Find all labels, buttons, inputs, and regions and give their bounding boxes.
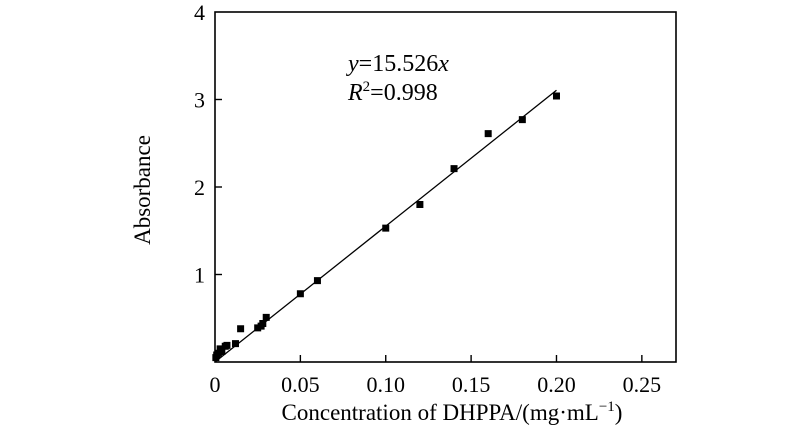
data-point xyxy=(223,341,231,349)
x-tick-label: 0.10 xyxy=(366,372,405,397)
data-point xyxy=(262,313,270,321)
y-tick-labels: 1 2 3 4 xyxy=(194,0,205,288)
x-tick-label: 0.05 xyxy=(281,372,320,397)
y-tick-label: 3 xyxy=(194,88,205,113)
axis-ticks xyxy=(215,98,643,362)
data-point xyxy=(231,340,239,348)
x-tick-label: 0 xyxy=(210,372,221,397)
x-tick-labels: 0 0.05 0.10 0.15 0.20 0.25 xyxy=(210,372,662,397)
y-axis-title: Absorbance xyxy=(130,135,155,245)
y-tick-label: 2 xyxy=(194,175,205,200)
data-point xyxy=(416,201,424,208)
r-squared-annotation: R2=0.998 xyxy=(347,79,438,106)
x-tick-label: 0.20 xyxy=(537,372,576,397)
y-tick-label: 4 xyxy=(194,0,205,25)
data-point xyxy=(237,325,245,333)
data-point xyxy=(259,320,267,327)
data-point xyxy=(450,165,458,173)
plot-frame xyxy=(214,11,677,363)
regression-equation: y=15.526x xyxy=(346,51,449,77)
data-point xyxy=(382,224,390,232)
y-tick-label: 1 xyxy=(194,263,205,288)
data-point xyxy=(484,130,492,138)
x-tick-label: 0.15 xyxy=(452,372,491,397)
data-points xyxy=(212,92,560,362)
data-point xyxy=(296,290,304,298)
x-tick-label: 0.25 xyxy=(623,372,662,397)
data-point xyxy=(313,277,321,285)
data-point xyxy=(518,116,526,124)
data-point xyxy=(218,348,226,355)
data-point xyxy=(552,92,560,100)
x-axis-title: Concentration of DHPPA/(mg·mL−1) xyxy=(282,399,623,425)
